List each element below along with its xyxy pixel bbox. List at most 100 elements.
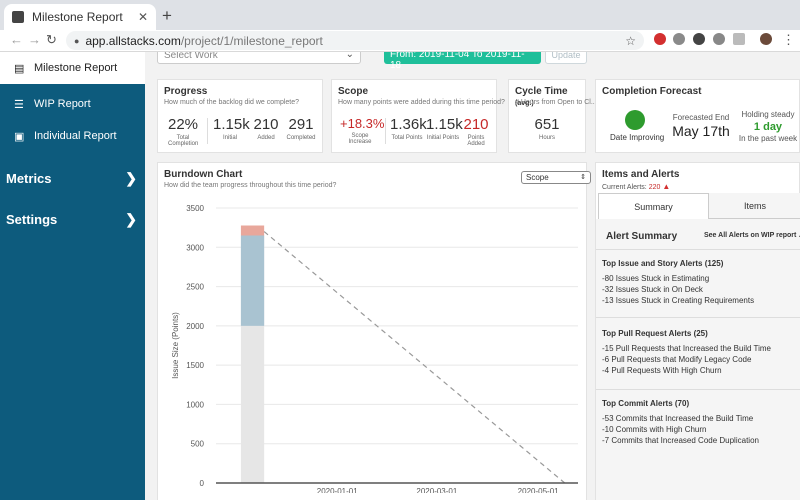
list-item: -15 Pull Requests that Increased the Bui… — [602, 344, 771, 353]
update-button[interactable]: Update — [545, 52, 587, 64]
completion-forecast-card: Completion Forecast Date Improving Forec… — [595, 79, 800, 153]
see-all-alerts-link[interactable]: See All Alerts on WIP report ↗ — [704, 231, 800, 239]
chevron-down-icon: ⌄ — [345, 52, 354, 60]
stat-scope-increase: +18.3% Scope Increase — [340, 116, 385, 145]
sidebar-item-label: Milestone Report — [34, 62, 118, 74]
url-host: app.allstacks.com — [85, 33, 181, 48]
stat-total-completion: 22% Total Completion — [168, 116, 199, 147]
extension-icon[interactable] — [654, 33, 666, 45]
avatar[interactable] — [760, 33, 772, 45]
alert-group-pull-requests: Top Pull Request Alerts (25) -15 Pull Re… — [602, 329, 796, 376]
chevron-right-icon: ❯ — [125, 210, 137, 227]
browser-tab[interactable]: Milestone Report ✕ — [4, 4, 156, 30]
divider — [207, 118, 208, 144]
sidebar-item-label: Individual Report — [34, 130, 117, 142]
date-range-label: From: 2019-11-04 To 2019-11-18 — [390, 52, 525, 71]
forward-icon[interactable]: → — [28, 32, 41, 47]
progress-card: Progress How much of the backlog did we … — [157, 79, 323, 153]
close-tab-icon[interactable]: ✕ — [137, 10, 148, 24]
sidebar-section-label: Settings — [6, 211, 58, 227]
forecast-date: May 17th — [672, 123, 730, 139]
extension-icon[interactable] — [673, 33, 685, 45]
list-item: -7 Commits that Increased Code Duplicati… — [602, 436, 759, 445]
scope-subtitle: How many points were added during this t… — [338, 99, 505, 106]
extension-icon[interactable] — [733, 33, 745, 45]
tab-title: Milestone Report — [32, 10, 123, 24]
tab-items[interactable]: Items — [709, 193, 800, 219]
new-tab-icon[interactable]: + — [162, 6, 172, 25]
sidebar-section-settings[interactable]: Settings ❯ — [0, 206, 145, 232]
address-bar[interactable]: ● app.allstacks.com /project/1/milestone… — [66, 31, 644, 50]
y-tick-label: 2500 — [186, 283, 204, 292]
stat-initial-points: 1.15k Initial Points — [426, 116, 463, 141]
scope-area — [240, 235, 265, 326]
bookmark-star-icon[interactable]: ☆ — [625, 33, 636, 48]
main-content: Select Work ⌄ From: 2019-11-04 To 2019-1… — [145, 52, 800, 500]
date-range-button[interactable]: From: 2019-11-04 To 2019-11-18 — [384, 52, 541, 71]
y-tick-label: 1500 — [186, 361, 204, 370]
progress-subtitle: How much of the backlog did we complete? — [164, 99, 300, 106]
list-item: -4 Pull Requests With High Churn — [602, 366, 722, 375]
stat-points-added: 210 Points Added — [463, 116, 489, 147]
divider — [596, 389, 800, 390]
x-tick-label: 2020-01-01 — [317, 487, 358, 493]
sidebar-item-milestone-report[interactable]: ▤ Milestone Report — [0, 52, 145, 84]
select-work-placeholder: Select Work — [164, 52, 218, 61]
cycle-time-title: Cycle Time (avg.) — [515, 86, 568, 107]
added-scope-area — [240, 225, 265, 236]
extension-icon[interactable] — [713, 33, 725, 45]
scope-title: Scope — [338, 86, 369, 97]
alerts-title: Items and Alerts — [602, 169, 680, 180]
sidebar-section-label: Metrics — [6, 170, 52, 186]
tab-summary[interactable]: Summary — [598, 193, 709, 219]
url-path: /project/1/milestone_report — [180, 33, 323, 48]
divider — [385, 118, 386, 144]
stat-added: 210 Added — [253, 116, 279, 141]
list-item: -32 Issues Stuck in On Deck — [602, 285, 703, 294]
reload-icon[interactable]: ↻ — [46, 32, 57, 47]
menu-icon[interactable]: ⋮ — [782, 32, 795, 47]
alert-group-title: Top Pull Request Alerts (25) — [602, 329, 708, 338]
scope-select[interactable]: Scope ⇕ — [521, 171, 591, 184]
chart-icon: ▤ — [14, 62, 25, 75]
burndown-subtitle: How did the team progress throughout thi… — [164, 182, 337, 189]
list-item: -53 Commits that Increased the Build Tim… — [602, 414, 754, 423]
burndown-chart: 0 500 1000 1500 2000 2500 3000 3500 2020-01-01 20… — [171, 204, 578, 493]
list-icon: ☰ — [14, 98, 24, 111]
sidebar-item-wip-report[interactable]: ☰ WIP Report — [0, 90, 145, 118]
select-work-dropdown[interactable]: Select Work ⌄ — [157, 52, 361, 64]
list-item: -6 Pull Requests that Modify Legacy Code — [602, 355, 752, 364]
divider — [596, 317, 800, 318]
alert-summary: Alert Summary See All Alerts on WIP repo… — [596, 219, 800, 500]
y-tick-label: 1000 — [186, 400, 204, 409]
current-alerts: Current Alerts: 220 ▲ — [602, 182, 671, 191]
lock-icon: ● — [74, 35, 80, 46]
holding-value: 1 day — [753, 121, 783, 133]
warning-icon: ▲ — [662, 182, 671, 191]
list-item: -80 Issues Stuck in Estimating — [602, 274, 710, 283]
alert-group-title: Top Commit Alerts (70) — [602, 399, 690, 408]
stat-initial: 1.15k Initial — [213, 116, 250, 141]
stat-hours: 651 Hours — [534, 116, 560, 141]
browser-tabbar: Milestone Report ✕ + — [0, 0, 800, 30]
list-item: -10 Commits with High Churn — [602, 425, 707, 434]
sidebar-item-individual-report[interactable]: ▣ Individual Report — [0, 122, 145, 150]
y-tick-label: 0 — [200, 479, 205, 488]
cycle-time-subtitle: # Hours from Open to Cl... — [515, 99, 597, 106]
sidebar-section-metrics[interactable]: Metrics ❯ — [0, 165, 145, 191]
x-tick-label: 2020-03-01 — [416, 487, 457, 493]
alert-summary-title: Alert Summary — [606, 231, 678, 242]
id-card-icon: ▣ — [14, 130, 25, 143]
cycle-time-card: Cycle Time (avg.) # Hours from Open to C… — [508, 79, 597, 153]
list-item: -13 Issues Stuck in Creating Requirement… — [602, 296, 755, 305]
alert-group-commits: Top Commit Alerts (70) -53 Commits that … — [602, 399, 796, 446]
y-tick-label: 3000 — [186, 243, 204, 252]
divider — [596, 249, 800, 250]
x-tick-label: 2020-05-01 — [518, 487, 559, 493]
forecast-label: Forecasted End — [672, 113, 730, 122]
extension-icon[interactable] — [693, 33, 705, 45]
holding-label: Holding steady — [741, 110, 795, 119]
back-icon[interactable]: ← — [10, 32, 23, 47]
y-tick-label: 500 — [191, 440, 205, 449]
items-alerts-card: Items and Alerts Current Alerts: 220 ▲ S… — [595, 162, 800, 500]
